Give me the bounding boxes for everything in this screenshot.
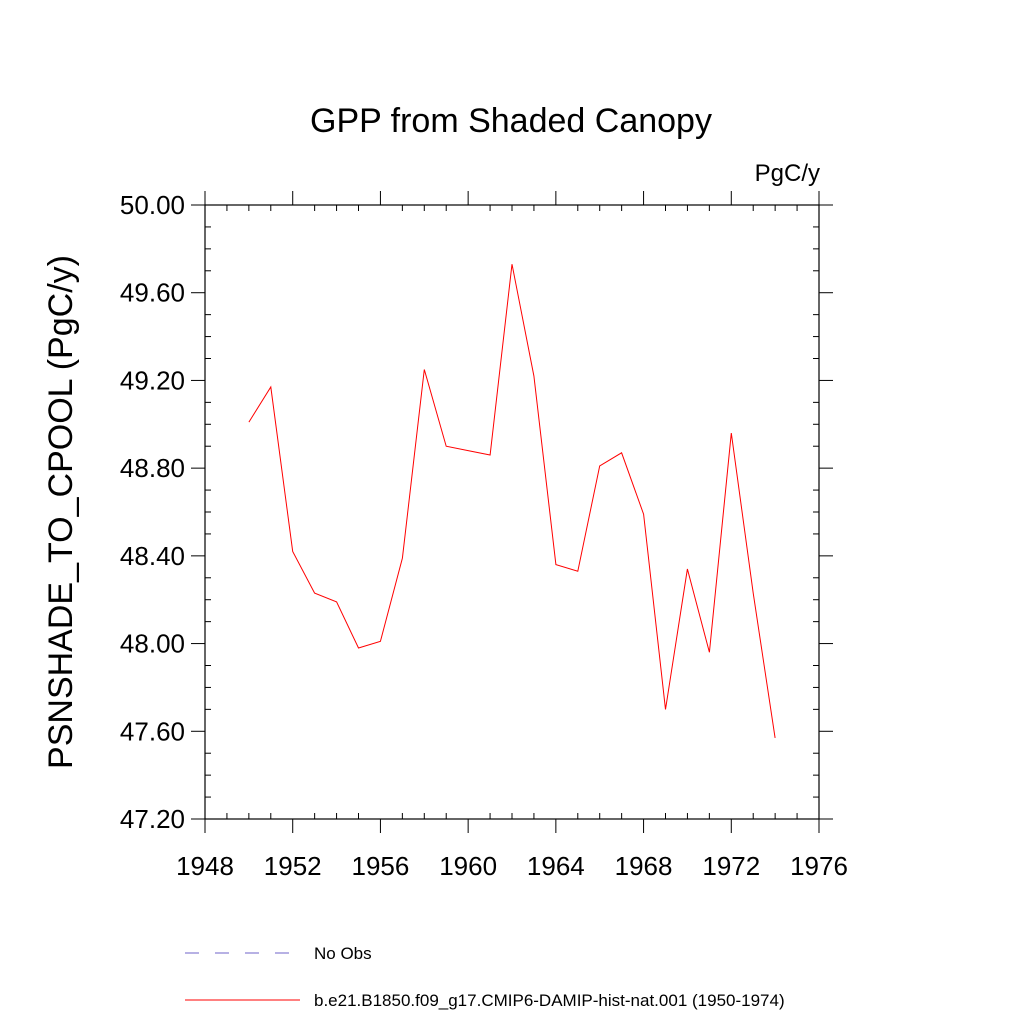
x-tick-label: 1972 bbox=[702, 851, 760, 881]
series-line bbox=[248, 264, 776, 738]
y-tick-label: 50.00 bbox=[120, 190, 185, 220]
y-tick-label: 48.80 bbox=[120, 453, 185, 483]
x-tick-label: 1976 bbox=[790, 851, 848, 881]
units-label: PgC/y bbox=[755, 160, 820, 187]
y-tick-label: 47.20 bbox=[120, 804, 185, 834]
y-tick-label: 49.60 bbox=[120, 278, 185, 308]
legend: No Obs b.e21.B1850.f09_g17.CMIP6-DAMIP-h… bbox=[185, 944, 785, 1010]
x-tick-label: 1968 bbox=[615, 851, 673, 881]
chart-title: GPP from Shaded Canopy bbox=[310, 102, 712, 140]
x-tick-label: 1948 bbox=[176, 851, 234, 881]
y-axis-label: PSNSHADE_TO_CPOOL (PgC/y) bbox=[42, 255, 80, 769]
y-tick-label: 48.40 bbox=[120, 541, 185, 571]
plot-frame bbox=[204, 204, 820, 820]
x-tick-label: 1956 bbox=[352, 851, 410, 881]
axis-ticks bbox=[191, 191, 833, 833]
legend-label-series: b.e21.B1850.f09_g17.CMIP6-DAMIP-hist-nat… bbox=[314, 991, 785, 1010]
x-tick-label: 1952 bbox=[264, 851, 322, 881]
x-tick-label: 1960 bbox=[439, 851, 497, 881]
y-tick-label: 48.00 bbox=[120, 629, 185, 659]
x-tick-label: 1964 bbox=[527, 851, 585, 881]
y-tick-label: 49.20 bbox=[120, 365, 185, 395]
legend-label-no-obs: No Obs bbox=[314, 944, 372, 963]
y-tick-label: 47.60 bbox=[120, 716, 185, 746]
axis-tick-labels: 1948 1952 1956 1960 1964 1968 1972 1976 47.20 47.… bbox=[120, 190, 848, 881]
